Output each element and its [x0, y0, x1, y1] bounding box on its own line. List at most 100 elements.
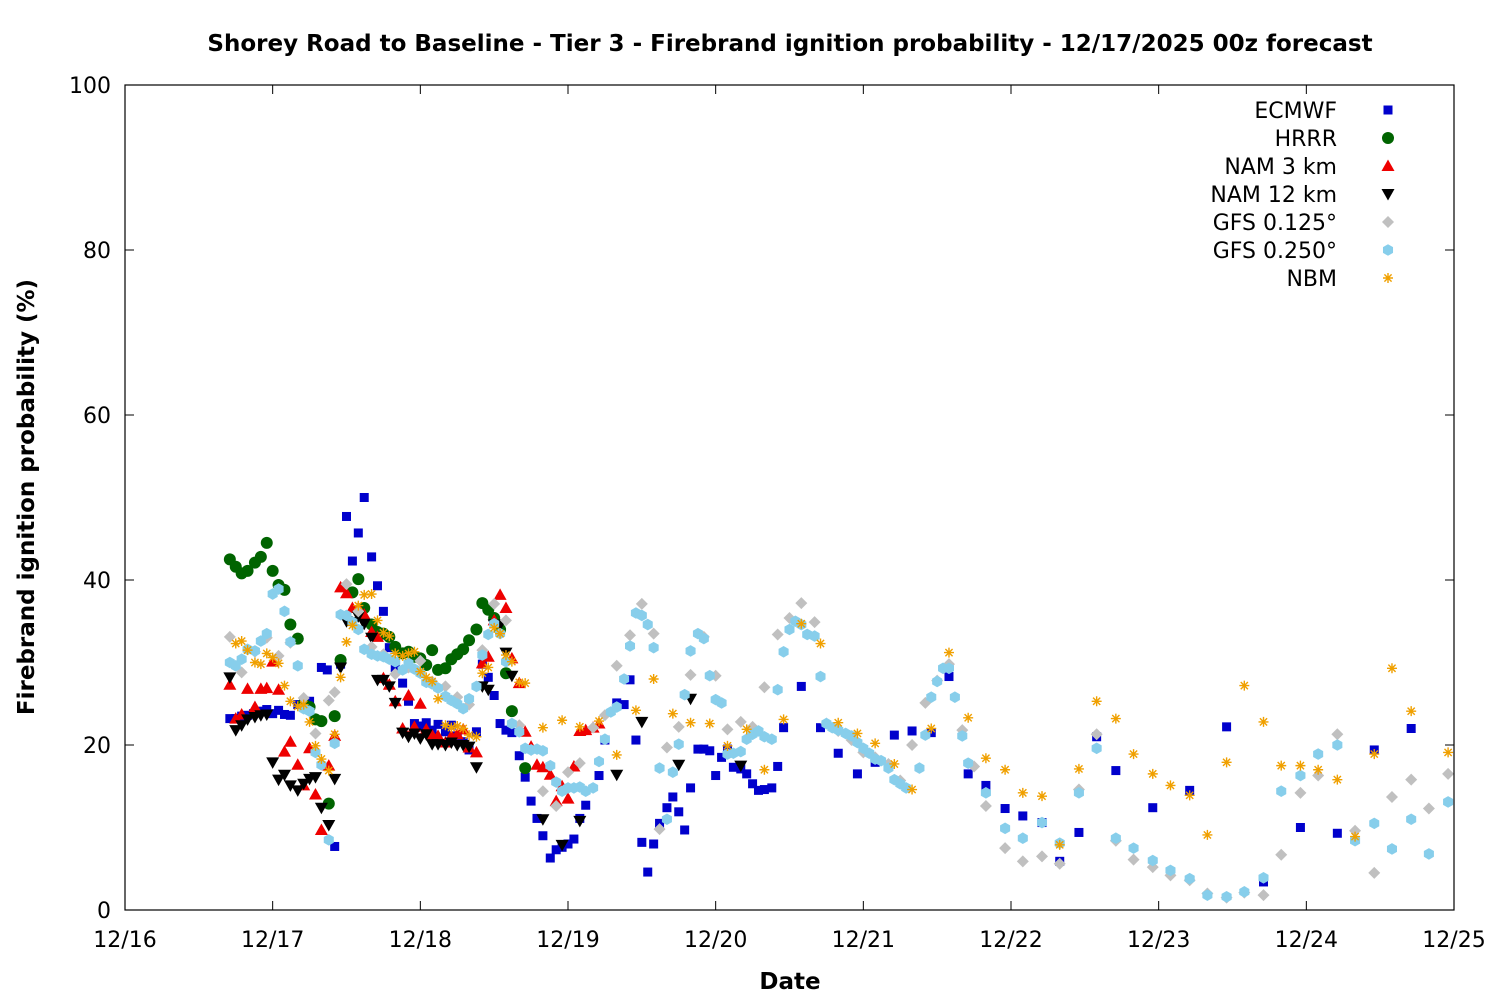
data-point-gfs-0-250 [255, 635, 266, 647]
data-point-gfs-0-250 [1313, 748, 1324, 760]
data-point-nbm [242, 645, 253, 656]
data-point-gfs-0-250 [926, 691, 937, 703]
data-point-ecmwf [507, 728, 517, 738]
data-point-nam-3-km [283, 735, 297, 747]
data-point-gfs-0-250 [471, 680, 482, 693]
data-point-gfs-0-250 [1423, 848, 1434, 860]
x-tick-label: 12/20 [684, 928, 747, 953]
data-point-nbm [427, 676, 438, 687]
data-point-nbm [298, 699, 309, 710]
series-gfs-0-250 [224, 583, 1454, 903]
data-point-gfs-0-125 [734, 715, 747, 728]
data-point-nam-12-km [672, 759, 686, 772]
data-point-nbm [292, 701, 303, 712]
data-point-nbm [870, 738, 881, 749]
data-point-ecmwf [551, 845, 561, 855]
data-point-nbm [255, 659, 266, 670]
data-point-ecmwf [631, 735, 641, 745]
data-point-gfs-0-125 [758, 681, 771, 694]
data-point-nam-3-km [248, 700, 262, 713]
data-point-ecmwf [330, 841, 340, 851]
data-point-nbm [815, 638, 826, 649]
data-point-nbm [1184, 790, 1195, 801]
data-point-gfs-0-125 [414, 654, 427, 667]
data-point-nam-12-km [462, 741, 476, 754]
data-point-gfs-0-250 [625, 640, 636, 652]
data-point-gfs-0-250 [784, 623, 795, 636]
legend-label-nbm: NBM [1286, 267, 1337, 292]
data-point-gfs-0-250 [611, 701, 622, 713]
legend-marker-gfs-0-250 [1382, 244, 1394, 256]
data-point-nam-12-km [536, 814, 550, 826]
data-point-ecmwf [705, 746, 715, 756]
data-point-nbm [390, 648, 401, 659]
data-point-nbm [1037, 791, 1048, 802]
data-point-nbm [759, 764, 770, 775]
data-point-ecmwf [342, 511, 351, 521]
data-point-nam-12-km [555, 839, 569, 852]
data-point-nbm [557, 715, 568, 726]
data-point-ecmwf [520, 772, 530, 782]
data-point-ecmwf [489, 691, 499, 700]
data-point-gfs-0-125 [624, 629, 637, 642]
data-point-gfs-0-250 [477, 649, 488, 661]
data-point-hrrr [254, 550, 267, 563]
data-point-nbm [372, 615, 383, 626]
data-point-ecmwf [680, 825, 690, 835]
data-point-gfs-0-125 [999, 842, 1012, 855]
legend: ECMWF HRRR NAM 3 km NAM 12 km GFS 0.125° GFS … [1210, 99, 1395, 292]
data-point-gfs-0-125 [771, 628, 784, 641]
data-point-nbm [323, 765, 334, 776]
x-axis-label: Date [759, 969, 820, 995]
data-point-gfs-0-125 [1257, 889, 1270, 902]
data-point-hrrr [284, 618, 297, 631]
data-point-nbm [347, 620, 358, 631]
data-point-nbm [477, 668, 488, 679]
data-point-gfs-0-125 [322, 694, 335, 707]
data-point-nbm [852, 728, 863, 739]
data-point-gfs-0-125 [499, 614, 512, 627]
data-point-gfs-0-250 [458, 702, 469, 715]
data-point-gfs-0-125 [573, 757, 586, 770]
data-point-nbm [397, 650, 408, 661]
data-point-hrrr [315, 715, 328, 728]
data-point-nam-3-km [402, 689, 416, 701]
data-point-gfs-0-250 [506, 717, 517, 730]
data-point-nbm [230, 638, 241, 649]
data-point-nbm [1000, 764, 1011, 775]
data-point-ecmwf [594, 771, 604, 781]
data-point-gfs-0-250 [642, 618, 653, 631]
data-point-nam-3-km [272, 683, 286, 695]
data-point-gfs-0-250 [1443, 796, 1454, 808]
data-point-gfs-0-125 [562, 766, 574, 779]
data-point-gfs-0-125 [309, 727, 322, 740]
data-point-ecmwf [316, 662, 326, 672]
data-point-nam-3-km [223, 678, 237, 690]
data-point-nam-12-km [382, 681, 396, 693]
data-point-nam-12-km [396, 727, 410, 740]
x-tick-label: 12/17 [241, 928, 304, 953]
data-point-nam-3-km [536, 760, 550, 773]
data-point-ecmwf [1222, 722, 1232, 732]
data-point-nbm [1313, 764, 1324, 775]
data-point-gfs-0-125 [1385, 790, 1398, 803]
data-point-gfs-0-250 [537, 744, 548, 757]
data-point-ecmwf [433, 719, 443, 729]
data-point-gfs-0-125 [795, 597, 808, 610]
data-point-hrrr [322, 797, 335, 810]
data-point-ecmwf [495, 719, 505, 729]
data-point-nbm [500, 650, 511, 661]
data-point-gfs-0-250 [1147, 854, 1158, 867]
data-point-nbm [279, 680, 290, 691]
data-point-gfs-0-125 [672, 720, 685, 733]
x-tick-label: 12/16 [93, 928, 156, 953]
data-point-ecmwf [674, 807, 684, 817]
data-point-gfs-0-250 [1406, 813, 1417, 826]
data-point-gfs-0-125 [1331, 728, 1344, 741]
data-point-ecmwf [944, 672, 954, 682]
data-point-gfs-0-250 [963, 757, 974, 769]
data-point-gfs-0-250 [1000, 822, 1011, 835]
data-point-nam-3-km [567, 759, 581, 772]
data-point-nbm [963, 712, 974, 723]
legend-label-hrrr: HRRR [1275, 127, 1337, 152]
